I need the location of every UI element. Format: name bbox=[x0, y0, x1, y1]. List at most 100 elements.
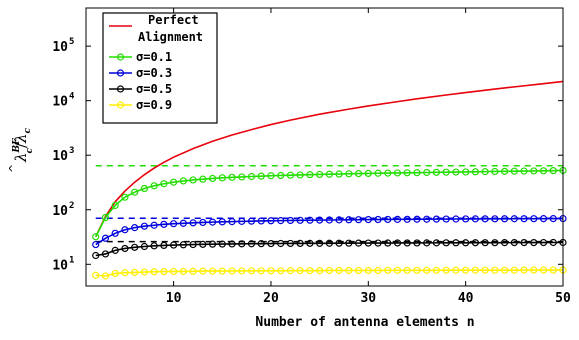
series-point bbox=[491, 215, 499, 223]
series-point bbox=[170, 220, 178, 228]
series-point bbox=[286, 267, 295, 275]
series-point bbox=[179, 177, 187, 185]
series-line bbox=[95, 169, 564, 238]
y-tick-label: 10 bbox=[52, 149, 68, 164]
series-point bbox=[189, 240, 197, 249]
series-point bbox=[384, 169, 392, 177]
y-label-sub: c bbox=[25, 148, 35, 154]
y-tick-exponent: 1 bbox=[69, 255, 74, 265]
series-point bbox=[471, 239, 479, 247]
series-point bbox=[510, 167, 518, 175]
series-point bbox=[247, 172, 256, 181]
legend-swatch-marker bbox=[116, 53, 125, 61]
series-point bbox=[121, 244, 129, 253]
series-point bbox=[286, 171, 295, 179]
series-point bbox=[199, 267, 207, 275]
series-point bbox=[335, 170, 343, 178]
series-point bbox=[354, 170, 363, 178]
series-point bbox=[442, 266, 450, 274]
series-point bbox=[403, 266, 411, 274]
series-point bbox=[491, 167, 499, 176]
series-point bbox=[316, 216, 324, 224]
series-point bbox=[150, 221, 158, 229]
series-point bbox=[306, 239, 314, 247]
series-point bbox=[296, 216, 304, 224]
series-point bbox=[325, 216, 333, 224]
series-point bbox=[481, 266, 489, 274]
series-point bbox=[549, 167, 557, 175]
series-σ=0.1 bbox=[92, 166, 567, 241]
series-point bbox=[462, 168, 470, 176]
x-axis-title: Number of antenna elements n bbox=[255, 315, 474, 330]
series-point bbox=[530, 266, 538, 274]
legend-label-perfect-line2: Alignment bbox=[138, 30, 203, 44]
series-point bbox=[413, 169, 421, 177]
series-point bbox=[199, 175, 207, 183]
series-point bbox=[530, 167, 538, 175]
series-point bbox=[189, 267, 197, 275]
series-point bbox=[140, 184, 149, 193]
legend-label-perfect-line1: Perfect bbox=[148, 13, 199, 27]
series-point bbox=[510, 266, 518, 274]
series-point bbox=[131, 268, 139, 277]
series-point bbox=[306, 267, 314, 275]
series-point bbox=[131, 224, 139, 232]
series-point bbox=[208, 174, 217, 183]
series-point bbox=[257, 217, 265, 225]
y-label-base: λ bbox=[12, 153, 30, 164]
series-point bbox=[296, 171, 304, 179]
series-point bbox=[481, 239, 489, 247]
y-tick-exponent: 5 bbox=[69, 37, 74, 47]
series-point bbox=[218, 240, 226, 248]
series-point bbox=[218, 218, 226, 226]
series-point bbox=[442, 239, 450, 247]
series-point bbox=[432, 168, 441, 176]
series-point bbox=[345, 170, 353, 178]
series-point bbox=[481, 215, 489, 223]
series-point bbox=[247, 217, 256, 225]
series-point bbox=[228, 267, 236, 275]
series-point bbox=[277, 171, 285, 180]
series-point bbox=[140, 242, 149, 251]
series-point bbox=[471, 215, 479, 223]
series-point bbox=[150, 182, 158, 190]
series-point bbox=[179, 219, 187, 227]
series-point bbox=[228, 218, 236, 226]
series-point bbox=[228, 240, 236, 248]
series-point bbox=[277, 267, 285, 275]
series-point bbox=[393, 266, 402, 274]
series-point bbox=[111, 246, 119, 254]
legend-swatch-marker bbox=[116, 101, 125, 109]
series-point bbox=[539, 215, 548, 223]
series-point bbox=[325, 239, 333, 247]
series-point bbox=[384, 266, 392, 274]
legend-label: σ=0.1 bbox=[136, 50, 172, 64]
series-point bbox=[393, 239, 402, 247]
series-point bbox=[403, 169, 411, 177]
series-point bbox=[520, 266, 528, 274]
series-point bbox=[296, 267, 304, 275]
series-point bbox=[296, 239, 304, 248]
series-point bbox=[393, 215, 402, 223]
series-point bbox=[364, 215, 372, 224]
series-point bbox=[539, 266, 548, 274]
series-point bbox=[257, 240, 265, 248]
series-point bbox=[403, 239, 411, 247]
series-point bbox=[277, 239, 285, 248]
series-point bbox=[160, 267, 168, 276]
series-point bbox=[500, 167, 509, 175]
series-point bbox=[199, 218, 207, 227]
x-axis-ticks: 10 20 30 40 50 bbox=[166, 8, 571, 306]
y-tick-exponent: 2 bbox=[69, 201, 74, 211]
series-point bbox=[111, 229, 119, 237]
series-point bbox=[423, 215, 431, 223]
series-line bbox=[95, 241, 563, 257]
series-point bbox=[170, 178, 178, 186]
legend-label: σ=0.5 bbox=[136, 82, 172, 96]
series-point bbox=[286, 216, 295, 225]
series-point bbox=[121, 193, 129, 201]
y-tick-label: 10 bbox=[52, 258, 68, 273]
y-tick-exponent: 3 bbox=[69, 146, 74, 156]
